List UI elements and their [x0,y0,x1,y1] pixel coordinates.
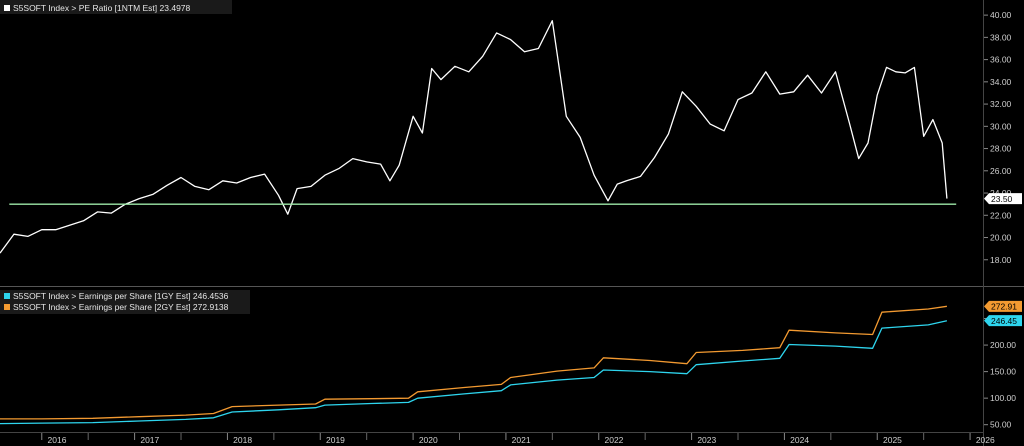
pe-ratio-panel: 18.00 20.00 22.00 24.00 26.00 28.00 30.00 32.00… [0,10,1022,265]
pe-last-value-label: 23.50 [991,194,1013,204]
eps-legend-swatch [4,304,10,310]
pe-ytick-label: 38.00 [990,32,1012,42]
pe-legend-bg [0,0,232,14]
x-tick-label: 2023 [697,435,716,445]
eps-last-value-label: 246.45 [991,316,1017,326]
eps-last-value-label: 272.91 [991,302,1017,312]
pe-legend-entry: S5SOFT Index > PE Ratio [1NTM Est] 23.49… [13,3,191,13]
x-axis: 2016 2017 2018 2019 2020 2021 2022 2023 2024 2025… [41,433,995,445]
eps-ytick-label: 150.00 [990,367,1016,377]
x-tick-label: 2020 [419,435,438,445]
x-tick-label: 2016 [48,435,67,445]
pe-ytick-label: 22.00 [990,210,1012,220]
x-tick-label: 2017 [140,435,159,445]
eps-series-1-last-value-tag: 272.91 [984,300,1022,312]
eps-ytick-label: 50.00 [990,420,1012,430]
pe-legend-swatch [4,5,10,11]
x-tick-label: 2024 [790,435,809,445]
eps-legend-entry: S5SOFT Index > Earnings per Share [2GY E… [13,302,229,312]
x-tick-label: 2026 [976,435,995,445]
eps-series-1-line [0,305,947,420]
pe-ytick-label: 26.00 [990,166,1012,176]
eps-series-0-line [0,320,948,425]
eps-last-value-box [984,315,1022,327]
eps-legend-swatch [4,293,10,299]
pe-series-0-line [0,20,948,254]
pe-ytick-label: 32.00 [990,99,1012,109]
pe-ytick-label: 36.00 [990,55,1012,65]
x-tick-label: 2025 [883,435,902,445]
pe-last-value-box [984,193,1022,205]
pe-ytick-label: 40.00 [990,10,1012,20]
pe-ytick-label: 20.00 [990,233,1012,243]
eps-series-0-last-value-tag: 246.45 [984,315,1022,327]
legends: S5SOFT Index > PE Ratio [1NTM Est] 23.49… [0,0,250,314]
pe-ytick-label: 24.00 [990,188,1012,198]
pe-ytick-label: 34.00 [990,77,1012,87]
eps-panel: 50.00100.00150.00200.00250.00246.45272.9… [0,300,1022,430]
x-tick-label: 2021 [512,435,531,445]
eps-ytick-label: 200.00 [990,340,1016,350]
x-tick-label: 2019 [326,435,345,445]
eps-legend-entry: S5SOFT Index > Earnings per Share [1GY E… [13,291,229,301]
x-tick-label: 2022 [605,435,624,445]
eps-legend-bg [0,290,250,314]
pe-ytick-label: 30.00 [990,121,1012,131]
eps-last-value-box [984,300,1022,312]
x-tick-label: 2018 [233,435,252,445]
pe-series-0-last-value-tag: 23.50 [984,193,1022,205]
pe-ytick-label: 18.00 [990,255,1012,265]
pe-ytick-label: 28.00 [990,144,1012,154]
eps-ytick-label: 100.00 [990,393,1016,403]
